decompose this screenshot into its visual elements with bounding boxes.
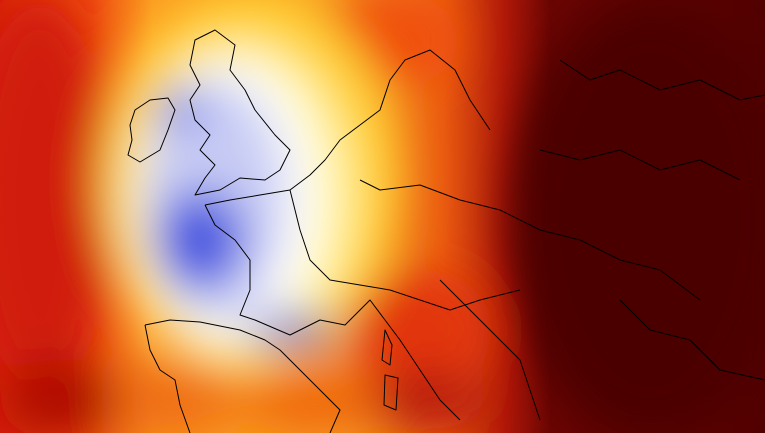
sardinia: [383, 374, 399, 411]
coastlines: [127, 29, 765, 433]
ireland: [127, 97, 176, 163]
corsica: [381, 329, 393, 366]
great-britain: [189, 29, 291, 196]
borders-4: [539, 149, 741, 181]
iberia-west: [144, 324, 191, 433]
adriatic: [439, 279, 541, 421]
black-sea-coast: [619, 299, 765, 381]
north-coast: [204, 49, 491, 206]
borders-2: [359, 179, 701, 301]
borders-3: [559, 59, 765, 101]
south-coast: [204, 204, 461, 421]
iberia-north: [144, 319, 341, 433]
